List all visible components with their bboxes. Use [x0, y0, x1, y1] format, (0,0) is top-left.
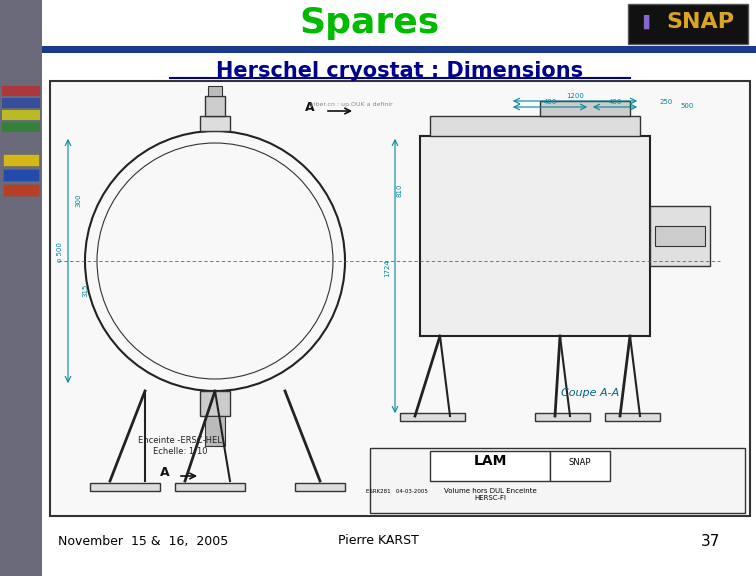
Text: Enceinte -ERSC-HEL: Enceinte -ERSC-HEL: [138, 436, 222, 445]
Bar: [3, 154, 39, 166]
Bar: [208, 86, 222, 96]
Bar: [650, 206, 710, 266]
Bar: [605, 413, 660, 421]
Text: November  15 &  16,  2005: November 15 & 16, 2005: [58, 535, 228, 548]
Text: SNAP: SNAP: [569, 458, 591, 467]
Text: 400: 400: [609, 99, 621, 105]
Bar: [42, 46, 756, 53]
Bar: [0, 0, 42, 576]
Bar: [2, 98, 40, 108]
Bar: [90, 483, 160, 491]
Text: A: A: [305, 101, 314, 114]
Text: ▌: ▌: [643, 15, 653, 29]
Text: Herschel cryostat : Dimensions: Herschel cryostat : Dimensions: [216, 61, 584, 81]
Bar: [550, 451, 610, 481]
Bar: [2, 110, 40, 120]
Text: Volume hors DUL Enceinte: Volume hors DUL Enceinte: [444, 488, 536, 494]
Bar: [370, 448, 745, 513]
Text: 1200: 1200: [566, 93, 584, 99]
Bar: [200, 116, 230, 131]
Text: ESRK281   04-03-2005: ESRK281 04-03-2005: [366, 489, 428, 494]
Bar: [3, 184, 39, 196]
Bar: [2, 122, 40, 132]
Text: 37: 37: [701, 533, 720, 548]
Text: o 500: o 500: [57, 242, 63, 262]
Bar: [430, 451, 550, 481]
Bar: [3, 169, 39, 181]
Bar: [420, 136, 650, 336]
Bar: [540, 101, 630, 116]
Text: Echelle: 1/10: Echelle: 1/10: [153, 447, 207, 456]
Text: 1724: 1724: [384, 259, 390, 277]
Text: LAM: LAM: [473, 454, 507, 468]
Text: HERSC-FI: HERSC-FI: [474, 495, 506, 501]
Bar: [205, 416, 225, 446]
Bar: [175, 483, 245, 491]
Bar: [295, 483, 345, 491]
Bar: [200, 391, 230, 416]
Bar: [42, 0, 756, 46]
Bar: [535, 413, 590, 421]
Bar: [205, 96, 225, 116]
Bar: [400, 413, 465, 421]
Text: 250: 250: [660, 99, 674, 105]
Bar: [655, 226, 705, 246]
Text: SNAP: SNAP: [666, 12, 734, 32]
Text: A: A: [160, 466, 170, 479]
Text: 810: 810: [397, 184, 403, 197]
Bar: [628, 4, 748, 44]
Text: 315: 315: [82, 283, 88, 297]
Bar: [2, 86, 40, 96]
Bar: [430, 116, 640, 136]
Text: Spares: Spares: [300, 6, 440, 40]
Text: 400: 400: [544, 99, 556, 105]
Text: Pierre KARST: Pierre KARST: [338, 535, 418, 548]
Bar: [50, 81, 750, 516]
Text: 500: 500: [680, 103, 693, 109]
Text: 300: 300: [75, 194, 81, 207]
Text: Coupe A-A: Coupe A-A: [561, 388, 619, 398]
Text: yiber.cn : up.OUK a definir: yiber.cn : up.OUK a definir: [310, 102, 392, 107]
